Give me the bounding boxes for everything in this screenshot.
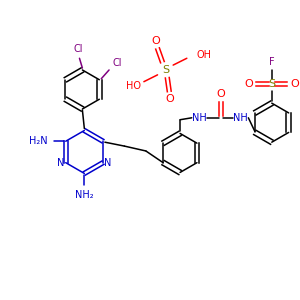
- Text: S: S: [268, 79, 275, 88]
- Text: HO: HO: [126, 81, 141, 91]
- Text: H₂N: H₂N: [29, 136, 48, 146]
- Text: O: O: [217, 89, 225, 99]
- Text: NH: NH: [233, 113, 248, 123]
- Text: N: N: [104, 158, 112, 168]
- Text: F: F: [269, 57, 274, 67]
- Text: O: O: [291, 79, 300, 88]
- Text: Cl: Cl: [74, 44, 83, 55]
- Text: Cl: Cl: [112, 58, 122, 68]
- Text: O: O: [166, 94, 175, 104]
- Text: S: S: [162, 65, 169, 75]
- Text: NH: NH: [192, 113, 207, 123]
- Text: N: N: [57, 158, 64, 168]
- Text: NH₂: NH₂: [75, 190, 94, 200]
- Text: OH: OH: [196, 50, 211, 60]
- Text: O: O: [151, 36, 160, 46]
- Text: O: O: [244, 79, 253, 88]
